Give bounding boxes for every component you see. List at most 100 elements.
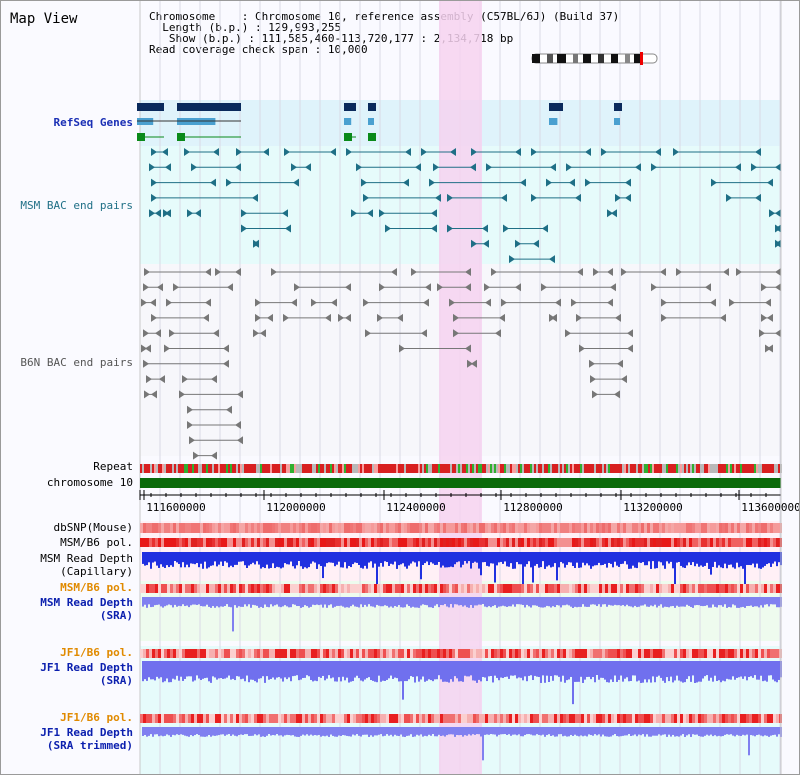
snp-cell: [710, 523, 713, 533]
undefined-end: [575, 193, 581, 202]
repeat-block: [436, 464, 438, 473]
pol-cell: [284, 649, 287, 658]
pol-cell: [275, 649, 278, 658]
snp-cell: [653, 523, 656, 533]
repeat-block: [164, 464, 166, 473]
pol-cell: [284, 538, 287, 547]
snp-cell: [602, 523, 605, 533]
track-label-refseq[interactable]: RefSeq Genes: [53, 116, 133, 129]
pol-cell: [149, 714, 152, 723]
depth-bar: [430, 552, 432, 563]
undefined-end: [169, 329, 175, 338]
repeat-block: [628, 464, 630, 473]
pol-cell: [698, 714, 701, 723]
depth-bar: [370, 727, 372, 736]
pol-cell: [338, 538, 341, 547]
pol-cell: [719, 584, 722, 593]
depth-bar: [214, 597, 216, 608]
depth-bar: [598, 727, 600, 735]
snp-cell: [608, 523, 611, 533]
depth-bar: [548, 552, 550, 566]
repeat-block: [716, 464, 718, 473]
pol-cell: [683, 714, 686, 723]
depth-bar: [740, 661, 742, 677]
depth-bar: [176, 727, 178, 735]
repeat-block: [332, 464, 334, 473]
depth-bar: [216, 661, 218, 680]
depth-bar: [330, 597, 332, 605]
snp-cell: [428, 523, 431, 533]
depth-bar: [242, 661, 244, 679]
depth-bar: [560, 661, 562, 682]
snp-cell: [320, 523, 323, 533]
position-axis: 111600000 112000000 112400000 112800000 1132…: [139, 490, 799, 514]
snp-cell: [143, 523, 146, 533]
depth-bar: [746, 727, 748, 735]
depth-bar: [408, 552, 410, 566]
snp-cell: [752, 523, 755, 533]
depth-bar: [678, 552, 680, 562]
snp-cell: [257, 523, 260, 533]
depth-bar: [406, 552, 408, 569]
depth-bar: [222, 597, 224, 607]
depth-bar: [484, 661, 486, 678]
pol-cell: [416, 714, 419, 723]
depth-bar: [660, 727, 662, 736]
depth-bar: [694, 661, 696, 683]
undefined-end: [165, 209, 171, 218]
pol-cell: [680, 649, 683, 658]
depth-bar: [658, 661, 660, 676]
pol-cell: [476, 649, 479, 658]
undefined-end: [515, 283, 521, 292]
depth-bar: [204, 727, 206, 737]
pol-cell: [650, 649, 653, 658]
depth-bar: [704, 661, 706, 677]
depth-bar: [428, 661, 430, 680]
depth-bar: [364, 597, 366, 605]
depth-bar: [722, 727, 724, 737]
snp-cell: [668, 523, 671, 533]
depth-bar: [552, 552, 554, 567]
depth-bar: [210, 552, 212, 566]
pol-cell: [776, 649, 779, 658]
depth-bar: [302, 661, 304, 678]
undefined-end: [151, 178, 157, 187]
depth-bar: [750, 597, 752, 606]
pol-cell: [152, 584, 155, 593]
depth-bar: [706, 661, 708, 676]
undefined-end: [615, 193, 621, 202]
pol-cell: [626, 584, 629, 593]
depth-bar: [166, 597, 168, 606]
depth-bar: [654, 552, 656, 569]
snp-cell: [179, 523, 182, 533]
undefined-end: [486, 163, 492, 172]
depth-bar: [474, 727, 476, 735]
repeat-block: [662, 464, 664, 473]
track-label-msm-bac[interactable]: MSM BAC end pairs: [20, 199, 133, 212]
depth-bar: [454, 552, 456, 565]
undefined-end: [403, 178, 409, 187]
depth-bar: [438, 597, 440, 608]
depth-bar: [228, 727, 230, 735]
depth-bar: [470, 661, 472, 676]
depth-bar: [208, 727, 210, 735]
depth-bar: [688, 661, 690, 677]
depth-bar: [304, 727, 306, 736]
pol-cell: [434, 649, 437, 658]
pol-cell: [263, 649, 266, 658]
depth-bar: [540, 661, 542, 683]
depth-bar: [488, 552, 490, 567]
undefined-end: [542, 224, 548, 233]
repeat-block: [330, 464, 332, 473]
msm-bac-track: [149, 148, 781, 264]
track-label-b6n-bac[interactable]: B6N BAC end pairs: [20, 356, 133, 369]
repeat-block: [736, 464, 738, 473]
snp-cell: [770, 523, 773, 533]
pol-cell: [329, 649, 332, 658]
pol-cell: [200, 714, 203, 723]
depth-bar: [356, 727, 358, 735]
pol-cell: [707, 584, 710, 593]
repeat-block: [450, 464, 452, 473]
pol-cell: [488, 714, 491, 723]
